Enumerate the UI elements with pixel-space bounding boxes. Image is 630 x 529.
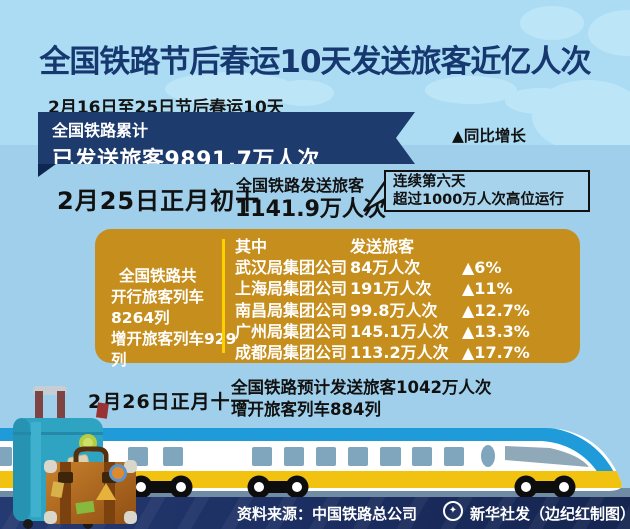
totals-line2: 开行旅客列车8264列 [111,288,205,327]
totals-line3: 增开旅客列车929列 [111,330,237,369]
yoy-legend-note: ▲同比增长 [452,127,526,145]
bureau-change: ▲6% [462,258,502,278]
page-title: 全国铁路节后春运10天发送旅客近亿人次 [39,44,591,80]
cumulative-banner-label: 全国铁路累计 [52,121,149,140]
bureau-name: 成都局集团公司 [235,343,348,363]
luggage-illustration [13,386,137,529]
bureau-table: 其中 发送旅客 武汉局集团公司 84万人次 ▲6% 上海局集团公司 191万人次… [235,236,530,363]
table-row: 成都局集团公司 113.2万人次 ▲17.7% [235,342,530,363]
speech-bubble-line2: 超过1000万人次高位运行 [393,192,564,208]
vertical-divider [222,239,225,353]
bureau-name: 南昌局集团公司 [235,300,348,320]
summary-box: 全国铁路共 开行旅客列车8264列 增开旅客列车929列 其中 发送旅客 武汉局… [95,229,580,369]
train-windows [0,445,495,467]
bureau-name: 武汉局集团公司 [235,258,348,278]
bureau-value: 84万人次 [350,258,421,278]
table-row: 上海局集团公司 191万人次 ▲11% [235,278,530,299]
feb26-date: 2月26日正月十一 [88,391,251,413]
bureau-value: 191万人次 [350,279,432,299]
col1-header: 其中 [235,237,268,256]
train-windshield [505,446,589,467]
footer-source: 资料来源：中国铁路总公司 [237,505,418,523]
speech-bubble-line1: 连续第六天 [393,174,466,190]
bureau-change: ▲11% [462,279,513,299]
xinhua-logo-icon: ✦ [443,501,463,521]
train-illustration [0,428,630,499]
speech-bubble: 连续第六天 超过1000万人次高位运行 [384,170,590,212]
ribbon-fold [38,164,56,177]
totals-block: 全国铁路共 开行旅客列车8264列 增开旅客列车929列 [111,266,246,371]
bureau-change: ▲17.7% [462,343,530,363]
footer-credit: 新华社发（边纪红制图） [470,505,630,523]
totals-line1: 全国铁路共 [119,267,197,285]
feb26-line1: 全国铁路预计发送旅客1042万人次 [231,378,492,397]
bureau-name: 广州局集团公司 [235,321,348,341]
cloud [425,76,517,104]
table-header-row: 其中 发送旅客 [235,236,530,257]
bureau-value: 113.2万人次 [350,343,449,363]
cloud [520,6,584,40]
track [0,488,630,497]
table-row: 南昌局集团公司 99.8万人次 ▲12.7% [235,300,530,321]
feb26-line2: 增开旅客列车884列 [231,400,381,419]
cumulative-banner: 全国铁路累计 已发送旅客9891.7万人次 ▲11.3% [38,112,415,164]
feb25-label: 全国铁路发送旅客 [236,176,365,195]
bureau-value: 145.1万人次 [350,321,449,341]
bureau-change: ▲13.3% [462,321,530,341]
train-roof-stripe [0,428,616,482]
table-row: 广州局集团公司 145.1万人次 ▲13.3% [235,321,530,342]
bureau-value: 99.8万人次 [350,300,438,320]
bureau-change: ▲12.7% [462,300,530,320]
brown-suitcase [44,446,137,524]
cloud [272,80,334,106]
feb25-date: 2月25日正月初十 [57,187,261,215]
bureau-name: 上海局集团公司 [235,279,348,299]
feb25-value: 1141.9万人次 [235,197,386,222]
table-row: 武汉局集团公司 84万人次 ▲6% [235,257,530,278]
feb26-forecast: 全国铁路预计发送旅客1042万人次 增开旅客列车884列 [231,377,491,421]
col2-header: 发送旅客 [350,237,415,256]
cloud [558,108,630,145]
train-wheels [129,475,576,499]
